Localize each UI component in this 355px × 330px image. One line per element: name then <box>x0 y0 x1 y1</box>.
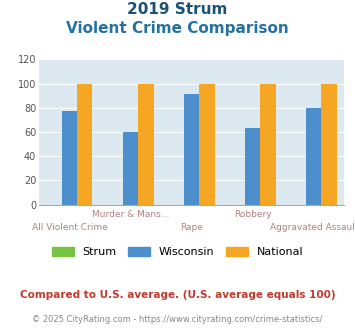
Text: Compared to U.S. average. (U.S. average equals 100): Compared to U.S. average. (U.S. average … <box>20 290 335 300</box>
Text: Rape: Rape <box>180 223 203 232</box>
Text: Murder & Mans...: Murder & Mans... <box>92 210 169 218</box>
Bar <box>245 128 261 205</box>
Text: Robbery: Robbery <box>234 210 272 218</box>
Bar <box>184 94 200 205</box>
Legend: Strum, Wisconsin, National: Strum, Wisconsin, National <box>47 242 308 262</box>
Bar <box>200 83 214 205</box>
Bar <box>322 83 337 205</box>
Bar <box>77 83 92 205</box>
Bar <box>306 108 322 205</box>
Bar <box>123 132 138 205</box>
Bar <box>138 83 153 205</box>
Bar <box>261 83 275 205</box>
Text: © 2025 CityRating.com - https://www.cityrating.com/crime-statistics/: © 2025 CityRating.com - https://www.city… <box>32 315 323 324</box>
Bar <box>62 112 77 205</box>
Text: Violent Crime Comparison: Violent Crime Comparison <box>66 21 289 36</box>
Text: 2019 Strum: 2019 Strum <box>127 2 228 16</box>
Text: All Violent Crime: All Violent Crime <box>32 223 108 232</box>
Text: Aggravated Assault: Aggravated Assault <box>269 223 355 232</box>
